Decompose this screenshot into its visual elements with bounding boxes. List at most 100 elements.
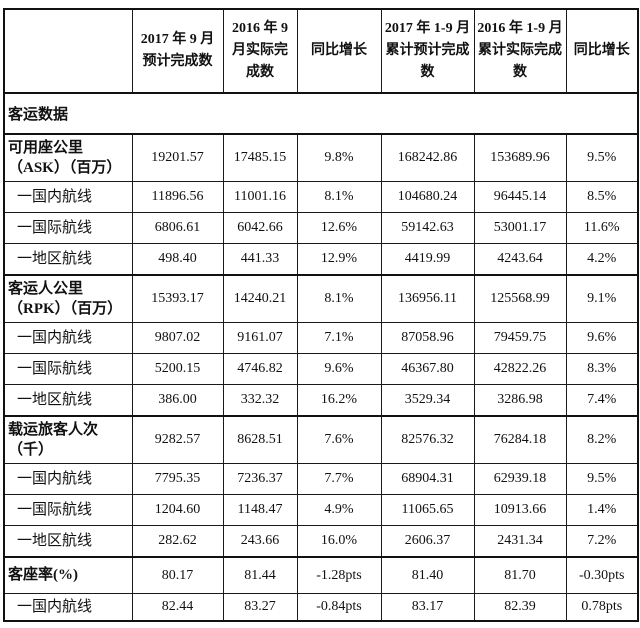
cell-value: 8.2%	[565, 415, 639, 464]
cell-value: 9.5%	[565, 463, 639, 495]
cell-value: 87058.96	[380, 322, 475, 354]
cell-value: 16.0%	[296, 525, 382, 558]
cell-value: 8.1%	[296, 181, 382, 213]
column-header-2017-sep-forecast: 2017 年 9 月预计完成数	[131, 8, 224, 94]
row-label: 一国内航线	[3, 593, 133, 622]
cell-value: 7.4%	[565, 384, 639, 417]
cell-value: 3529.34	[380, 384, 475, 417]
cell-value: 332.32	[222, 384, 298, 417]
cell-value: 5200.15	[131, 353, 224, 385]
cell-value: 1148.47	[222, 494, 298, 526]
table-row: 一国际航线 5200.15 4746.82 9.6% 46367.80 42822.26 8…	[3, 353, 639, 385]
cell-value: 6806.61	[131, 212, 224, 244]
row-label: 一国内航线	[3, 181, 133, 213]
cell-value: 2606.37	[380, 525, 475, 558]
table-row: 可用座公里 （ASK）（百万） 19201.57 17485.15 9.8% 16824…	[3, 133, 639, 182]
cell-value: 4746.82	[222, 353, 298, 385]
cell-value: 104680.24	[380, 181, 475, 213]
cell-value: 282.62	[131, 525, 224, 558]
cell-value: 125568.99	[473, 274, 567, 323]
cell-value: 68904.31	[380, 463, 475, 495]
table-row: 一国内航线 82.44 83.27 -0.84pts 83.17 82.39 0.78pts	[3, 593, 639, 622]
column-header-yoy-growth-month: 同比增长	[296, 8, 382, 94]
cell-value: 2431.34	[473, 525, 567, 558]
cell-value: 81.44	[222, 556, 298, 594]
row-label: 一地区航线	[3, 384, 133, 417]
cell-value: 441.33	[222, 243, 298, 276]
section-row-passenger-data: 客运数据	[3, 92, 639, 135]
cell-value: 8.1%	[296, 274, 382, 323]
cell-value: 7795.35	[131, 463, 224, 495]
cell-value: 9161.07	[222, 322, 298, 354]
cell-value: 9.6%	[296, 353, 382, 385]
cell-value: 62939.18	[473, 463, 567, 495]
column-header-2016-ytd-actual: 2016 年 1-9 月累计实际完成数	[473, 8, 567, 94]
cell-value: 7.7%	[296, 463, 382, 495]
cell-value: 14240.21	[222, 274, 298, 323]
cell-value: 46367.80	[380, 353, 475, 385]
cell-value: 9807.02	[131, 322, 224, 354]
cell-value: 8628.51	[222, 415, 298, 464]
row-label: 可用座公里 （ASK）（百万）	[3, 133, 133, 182]
cell-value: 8.5%	[565, 181, 639, 213]
cell-value: 0.78pts	[565, 593, 639, 622]
cell-value: 12.9%	[296, 243, 382, 276]
cell-value: 53001.17	[473, 212, 567, 244]
row-label: 一国际航线	[3, 494, 133, 526]
cell-value: 4.2%	[565, 243, 639, 276]
cell-value: 83.27	[222, 593, 298, 622]
cell-value: 7236.37	[222, 463, 298, 495]
cell-value: 19201.57	[131, 133, 224, 182]
column-header-2016-sep-actual: 2016 年 9 月实际完成数	[222, 8, 298, 94]
table-row: 一国内航线 9807.02 9161.07 7.1% 87058.96 79459.75 9…	[3, 322, 639, 354]
cell-value: 4419.99	[380, 243, 475, 276]
table-row: 一地区航线 498.40 441.33 12.9% 4419.99 4243.64 4.2%	[3, 243, 639, 276]
cell-value: 82.39	[473, 593, 567, 622]
row-label: 客运人公里 （RPK）（百万）	[3, 274, 133, 323]
cell-value: 9.1%	[565, 274, 639, 323]
cell-value: -1.28pts	[296, 556, 382, 594]
cell-value: 83.17	[380, 593, 475, 622]
column-header-row-label	[3, 8, 133, 94]
cell-value: 80.17	[131, 556, 224, 594]
cell-value: 1.4%	[565, 494, 639, 526]
table-row: 一国际航线 6806.61 6042.66 12.6% 59142.63 53001.17…	[3, 212, 639, 244]
cell-value: 59142.63	[380, 212, 475, 244]
section-label: 客运数据	[3, 92, 639, 135]
cell-value: 16.2%	[296, 384, 382, 417]
cell-value: 11.6%	[565, 212, 639, 244]
table-row: 一国内航线 7795.35 7236.37 7.7% 68904.31 62939.18 9…	[3, 463, 639, 495]
cell-value: 96445.14	[473, 181, 567, 213]
cell-value: 6042.66	[222, 212, 298, 244]
cell-value: 82576.32	[380, 415, 475, 464]
cell-value: 17485.15	[222, 133, 298, 182]
cell-value: 7.6%	[296, 415, 382, 464]
cell-value: 42822.26	[473, 353, 567, 385]
cell-value: 498.40	[131, 243, 224, 276]
table-row: 一国内航线 11896.56 11001.16 8.1% 104680.24 96445.…	[3, 181, 639, 213]
cell-value: 136956.11	[380, 274, 475, 323]
cell-value: 9.6%	[565, 322, 639, 354]
table-row: 一国际航线 1204.60 1148.47 4.9% 11065.65 10913.66 1…	[3, 494, 639, 526]
cell-value: 3286.98	[473, 384, 567, 417]
cell-value: 1204.60	[131, 494, 224, 526]
cell-value: 11065.65	[380, 494, 475, 526]
cell-value: 82.44	[131, 593, 224, 622]
cell-value: 386.00	[131, 384, 224, 417]
column-header-yoy-growth-ytd: 同比增长	[565, 8, 639, 94]
cell-value: 81.40	[380, 556, 475, 594]
cell-value: 9282.57	[131, 415, 224, 464]
row-label: 一国内航线	[3, 463, 133, 495]
cell-value: 4243.64	[473, 243, 567, 276]
cell-value: 9.8%	[296, 133, 382, 182]
table-row: 客座率(%) 80.17 81.44 -1.28pts 81.40 81.70 -0.30p…	[3, 556, 639, 594]
row-label: 载运旅客人次 （千）	[3, 415, 133, 464]
cell-value: -0.30pts	[565, 556, 639, 594]
cell-value: 7.2%	[565, 525, 639, 558]
row-label: 一地区航线	[3, 525, 133, 558]
cell-value: 9.5%	[565, 133, 639, 182]
passenger-traffic-table: 2017 年 9 月预计完成数 2016 年 9 月实际完成数 同比增长 201…	[3, 8, 639, 622]
table-row: 一地区航线 386.00 332.32 16.2% 3529.34 3286.98 7.4%	[3, 384, 639, 417]
cell-value: 243.66	[222, 525, 298, 558]
cell-value: 11001.16	[222, 181, 298, 213]
